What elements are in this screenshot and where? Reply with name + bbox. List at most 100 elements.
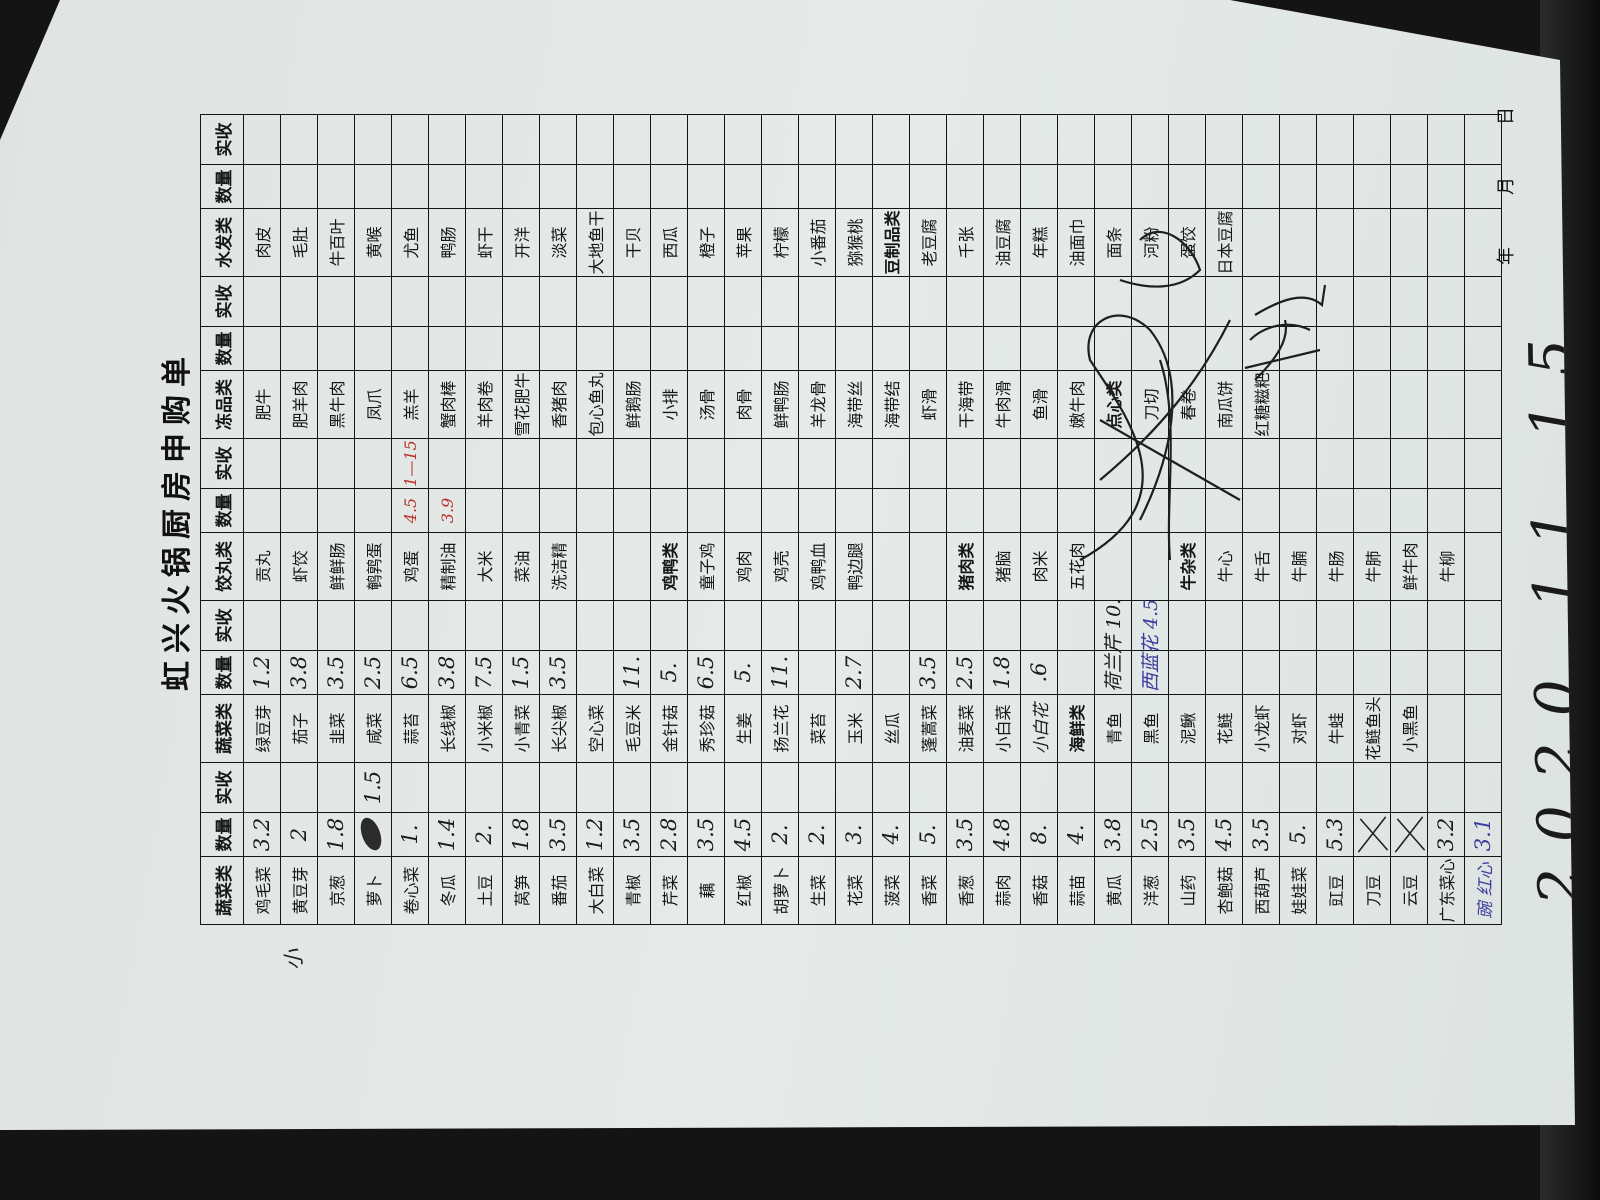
item-name-cell: 河粉: [1131, 208, 1169, 277]
item-name-cell: [909, 532, 947, 601]
column-header-quantity: 数量: [200, 812, 244, 857]
quantity-value: 6.5: [694, 655, 718, 690]
quantity-cell: [1020, 488, 1058, 533]
received-cell: [1205, 276, 1243, 327]
item-name-cell: 鸡鸭血: [798, 532, 836, 601]
quantity-cell: [354, 164, 392, 209]
item-name-cell: 香葱: [946, 856, 984, 925]
quantity-cell: [1057, 488, 1095, 533]
quantity-cell: 1.8: [502, 812, 540, 857]
item-name-cell: [1279, 208, 1317, 277]
quantity-cell: [1205, 650, 1243, 695]
table-row: 娃娃菜 5. 对虾 牛腩: [1279, 114, 1317, 925]
table-row: 云豆 小黑鱼 鲜牛肉: [1390, 114, 1428, 925]
item-name-cell: 春卷: [1168, 370, 1206, 439]
quantity-cell: [909, 488, 947, 533]
received-cell: [1279, 114, 1317, 165]
item-name-cell: 老豆腐: [909, 208, 947, 277]
table-row: 芹菜 2.8 金针菇 5. 鸡鸭类 小排 西瓜: [650, 114, 688, 925]
quantity-cell: 11.: [761, 650, 799, 695]
received-cell: [502, 438, 540, 489]
quantity-value: 4.8: [990, 817, 1014, 852]
item-name: 油麦菜: [957, 704, 976, 753]
received-cell: [1464, 438, 1502, 489]
quantity-cell: [798, 326, 836, 371]
table-row: 香菇 8. 小白花 .6 肉米 鱼滑 年糕: [1020, 114, 1058, 925]
quantity-value: 3.5: [694, 817, 718, 852]
received-cell: [1057, 600, 1095, 651]
item-name: 金针菇: [661, 704, 680, 753]
quantity-value: 1.8: [509, 817, 533, 852]
quantity-value: 3.5: [916, 655, 940, 690]
quantity-cell: [1205, 488, 1243, 533]
item-name-cell: 青椒: [613, 856, 651, 925]
received-cell: [280, 276, 318, 327]
handwritten-mark: 小: [282, 949, 306, 970]
item-name-cell: 精制油: [428, 532, 466, 601]
item-name: 鸭肠: [439, 226, 458, 259]
received-cell: [317, 276, 355, 327]
item-name: 青椒: [624, 874, 643, 907]
item-name-cell: 香猪肉: [539, 370, 577, 439]
received-cell: [687, 276, 725, 327]
quantity-cell: [1094, 164, 1132, 209]
item-name: 贡丸: [254, 550, 273, 583]
received-cell: [428, 762, 466, 813]
item-name: 牛肺: [1364, 550, 1383, 583]
quantity-value: 1.8: [324, 817, 348, 852]
quantity-cell: 3.5: [613, 812, 651, 857]
item-name-cell: 丝瓜: [872, 694, 910, 763]
quantity-cell: [354, 326, 392, 371]
quantity-cell: [687, 164, 725, 209]
item-name-cell: 胡萝卜: [761, 856, 799, 925]
received-cell: [1353, 276, 1391, 327]
item-name-cell: 猪脑: [983, 532, 1021, 601]
table-row: 西葫芦 3.5 小龙虾 牛舌 红糖糍粑: [1242, 114, 1280, 925]
received-cell: [1205, 438, 1243, 489]
item-name: 海带结: [883, 380, 902, 429]
item-name-cell: 鲜牛肉: [1390, 532, 1428, 601]
quantity-cell: 2.5: [354, 650, 392, 695]
quantity-cell: [1131, 488, 1169, 533]
item-name-cell: [1427, 370, 1465, 439]
table-row: 青椒 3.5 毛豆米 11. 鲜鹅肠 干贝: [613, 114, 651, 925]
quantity-cell: [1131, 164, 1169, 209]
quantity-cell: [243, 326, 281, 371]
item-name: 青鱼: [1105, 712, 1124, 745]
item-name-cell: 玉米: [835, 694, 873, 763]
quantity-cell: [1390, 650, 1428, 695]
item-name: 胡萝卜: [772, 866, 791, 915]
received-cell: [1242, 114, 1280, 165]
quantity-cell: [761, 326, 799, 371]
quantity-cell: 1.2: [576, 812, 614, 857]
item-name: 毛肚: [291, 226, 310, 259]
received-cell: [650, 600, 688, 651]
quantity-cell: [650, 488, 688, 533]
item-name-cell: 萝卜: [354, 856, 392, 925]
received-value: 1—15: [400, 440, 420, 487]
received-cell: [539, 276, 577, 327]
item-name-cell: 羊龙骨: [798, 370, 836, 439]
received-cell: [724, 114, 762, 165]
quantity-cell: [613, 488, 651, 533]
received-cell: [428, 438, 466, 489]
received-cell: [1279, 762, 1317, 813]
received-cell: [1427, 762, 1465, 813]
quantity-cell: [1242, 164, 1280, 209]
quantity-value: 2: [287, 827, 311, 842]
item-name: 羔羊: [402, 388, 421, 421]
received-cell: [983, 438, 1021, 489]
item-name-cell: 苹果: [724, 208, 762, 277]
quantity-cell: 4.: [872, 812, 910, 857]
item-name: 洋葱: [1142, 874, 1161, 907]
item-name-cell: 蒜苗: [1057, 856, 1095, 925]
quantity-cell: 5.: [650, 650, 688, 695]
quantity-cell: [576, 488, 614, 533]
column-header-quantity: 数量: [200, 650, 244, 695]
received-cell: [1131, 114, 1169, 165]
item-name: 干海带: [957, 380, 976, 429]
item-name: 对虾: [1290, 712, 1309, 745]
received-cell: [761, 600, 799, 651]
item-name: 杏鲍菇: [1216, 866, 1235, 915]
item-name-cell: 刀豆: [1353, 856, 1391, 925]
